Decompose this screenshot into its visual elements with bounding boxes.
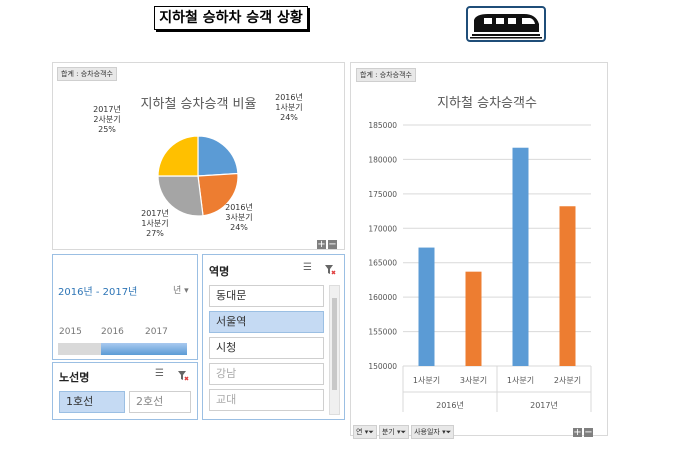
y-tick-label: 155000	[368, 328, 397, 337]
bar-chart-title: 지하철 승차승객수	[437, 96, 537, 111]
bar-chart: 지하철 승차승객수 150000 155000 160000 165000 170000 1…	[368, 96, 592, 412]
station-slicer[interactable]: 역명 ☰ 동대문 서울역 시청 강남 교대	[202, 254, 345, 420]
timeline-bar-selected[interactable]	[101, 343, 187, 355]
pie-label-2017-q2: 2017년 2사분기 25%	[93, 105, 121, 134]
station-item-dongdaemun[interactable]: 동대문	[209, 285, 324, 307]
pie-chart	[157, 135, 239, 217]
pie-slice	[157, 175, 204, 217]
y-tick-label: 165000	[368, 259, 397, 268]
pie-expand-controls: + −	[315, 232, 337, 251]
x-tick-label: 3사분기	[460, 376, 487, 385]
page-title: 지하철 승하차 승객 상황	[154, 6, 308, 30]
filter-date-button[interactable]: 사용일자 ▾⏷	[411, 425, 455, 439]
station-scrollbar[interactable]	[329, 285, 340, 415]
pie-label-2016-q1: 2016년 1사분기 24%	[275, 93, 303, 122]
y-tick-label: 180000	[368, 155, 397, 164]
multi-select-icon[interactable]: ☰	[303, 262, 312, 273]
clear-filter-icon[interactable]	[177, 367, 189, 386]
x-tick-label: 1사분기	[413, 376, 440, 385]
multi-select-icon[interactable]: ☰	[155, 368, 164, 379]
pie-slice	[157, 135, 199, 177]
pie-label-2016-q3: 2016년 3사분기 24%	[225, 203, 253, 232]
expand-button[interactable]: +	[317, 239, 326, 250]
pie-slice	[197, 135, 239, 177]
y-tick-label: 175000	[368, 190, 397, 199]
timeline-bar-2015[interactable]	[58, 343, 101, 355]
collapse-button[interactable]: −	[328, 239, 337, 250]
bar	[418, 247, 435, 366]
station-item-gangnam[interactable]: 강남	[209, 363, 324, 385]
station-item-cityhall[interactable]: 시청	[209, 337, 324, 359]
year-timeline-slicer[interactable]: 2016년 - 2017년 년 ▾ 2015 2016 2017	[52, 254, 198, 360]
bar-field-tag[interactable]: 합계 : 승차승객수	[356, 68, 416, 82]
x-group-label: 2016년	[436, 400, 464, 410]
line-slicer-title: 노선명	[59, 371, 90, 384]
timeline-year-2016[interactable]: 2016	[101, 327, 124, 337]
timeline-year-2015[interactable]: 2015	[59, 327, 82, 337]
line-item-1[interactable]: 1호선	[59, 391, 125, 413]
bar-filter-buttons: 연 ▾⏷ 분기 ▾⏷ 사용일자 ▾⏷	[353, 419, 456, 439]
pie-slice	[197, 172, 239, 217]
train-icon	[466, 6, 546, 42]
pie-chart-title: 지하철 승차승객 비율	[140, 97, 257, 112]
clear-filter-icon[interactable]	[324, 261, 336, 280]
timeline-year-2017[interactable]: 2017	[145, 327, 168, 337]
expand-button[interactable]: +	[573, 427, 582, 438]
pie-label-2017-q1: 2017년 1사분기 27%	[141, 209, 169, 238]
filter-icon: ▾⏷	[396, 428, 407, 436]
line-item-2[interactable]: 2호선	[129, 391, 191, 413]
filter-icon: ▾⏷	[364, 428, 374, 436]
y-tick-label: 160000	[368, 293, 397, 302]
filter-year-button[interactable]: 연 ▾⏷	[353, 425, 377, 439]
filter-icon: ▾⏷	[442, 428, 452, 436]
x-tick-label: 2사분기	[554, 376, 581, 385]
y-tick-label: 185000	[368, 121, 397, 130]
collapse-button[interactable]: −	[584, 427, 593, 438]
timeline-range-label: 2016년 - 2017년	[58, 287, 138, 298]
line-slicer[interactable]: 노선명 ☰ 1호선 2호선	[52, 362, 198, 420]
pie-chart-panel[interactable]: 합계 : 승차승객수 지하철 승차승객 비율 2016년 1사분기 24% 2016…	[52, 62, 345, 250]
station-item-gyodae[interactable]: 교대	[209, 389, 324, 411]
bar-expand-controls: + −	[571, 420, 593, 439]
x-group-label: 2017년	[530, 400, 558, 410]
y-tick-label: 170000	[368, 224, 397, 233]
scrollbar-thumb[interactable]	[332, 298, 337, 390]
pie-field-tag[interactable]: 합계 : 승차승객수	[57, 67, 117, 81]
bar	[512, 147, 529, 366]
filter-quarter-button[interactable]: 분기 ▾⏷	[378, 425, 410, 439]
bar-chart-panel[interactable]: 합계 : 승차승객수 지하철 승차승객수 150000 155000 160000 16…	[350, 62, 608, 439]
timeline-unit-dropdown[interactable]: 년 ▾	[173, 286, 189, 296]
station-slicer-title: 역명	[209, 265, 230, 278]
chevron-down-icon: ▾	[181, 286, 189, 296]
x-tick-label: 1사분기	[507, 376, 534, 385]
station-item-seoul[interactable]: 서울역	[209, 311, 324, 333]
bar	[559, 206, 576, 366]
y-tick-label: 150000	[368, 362, 397, 371]
bar	[465, 271, 482, 366]
